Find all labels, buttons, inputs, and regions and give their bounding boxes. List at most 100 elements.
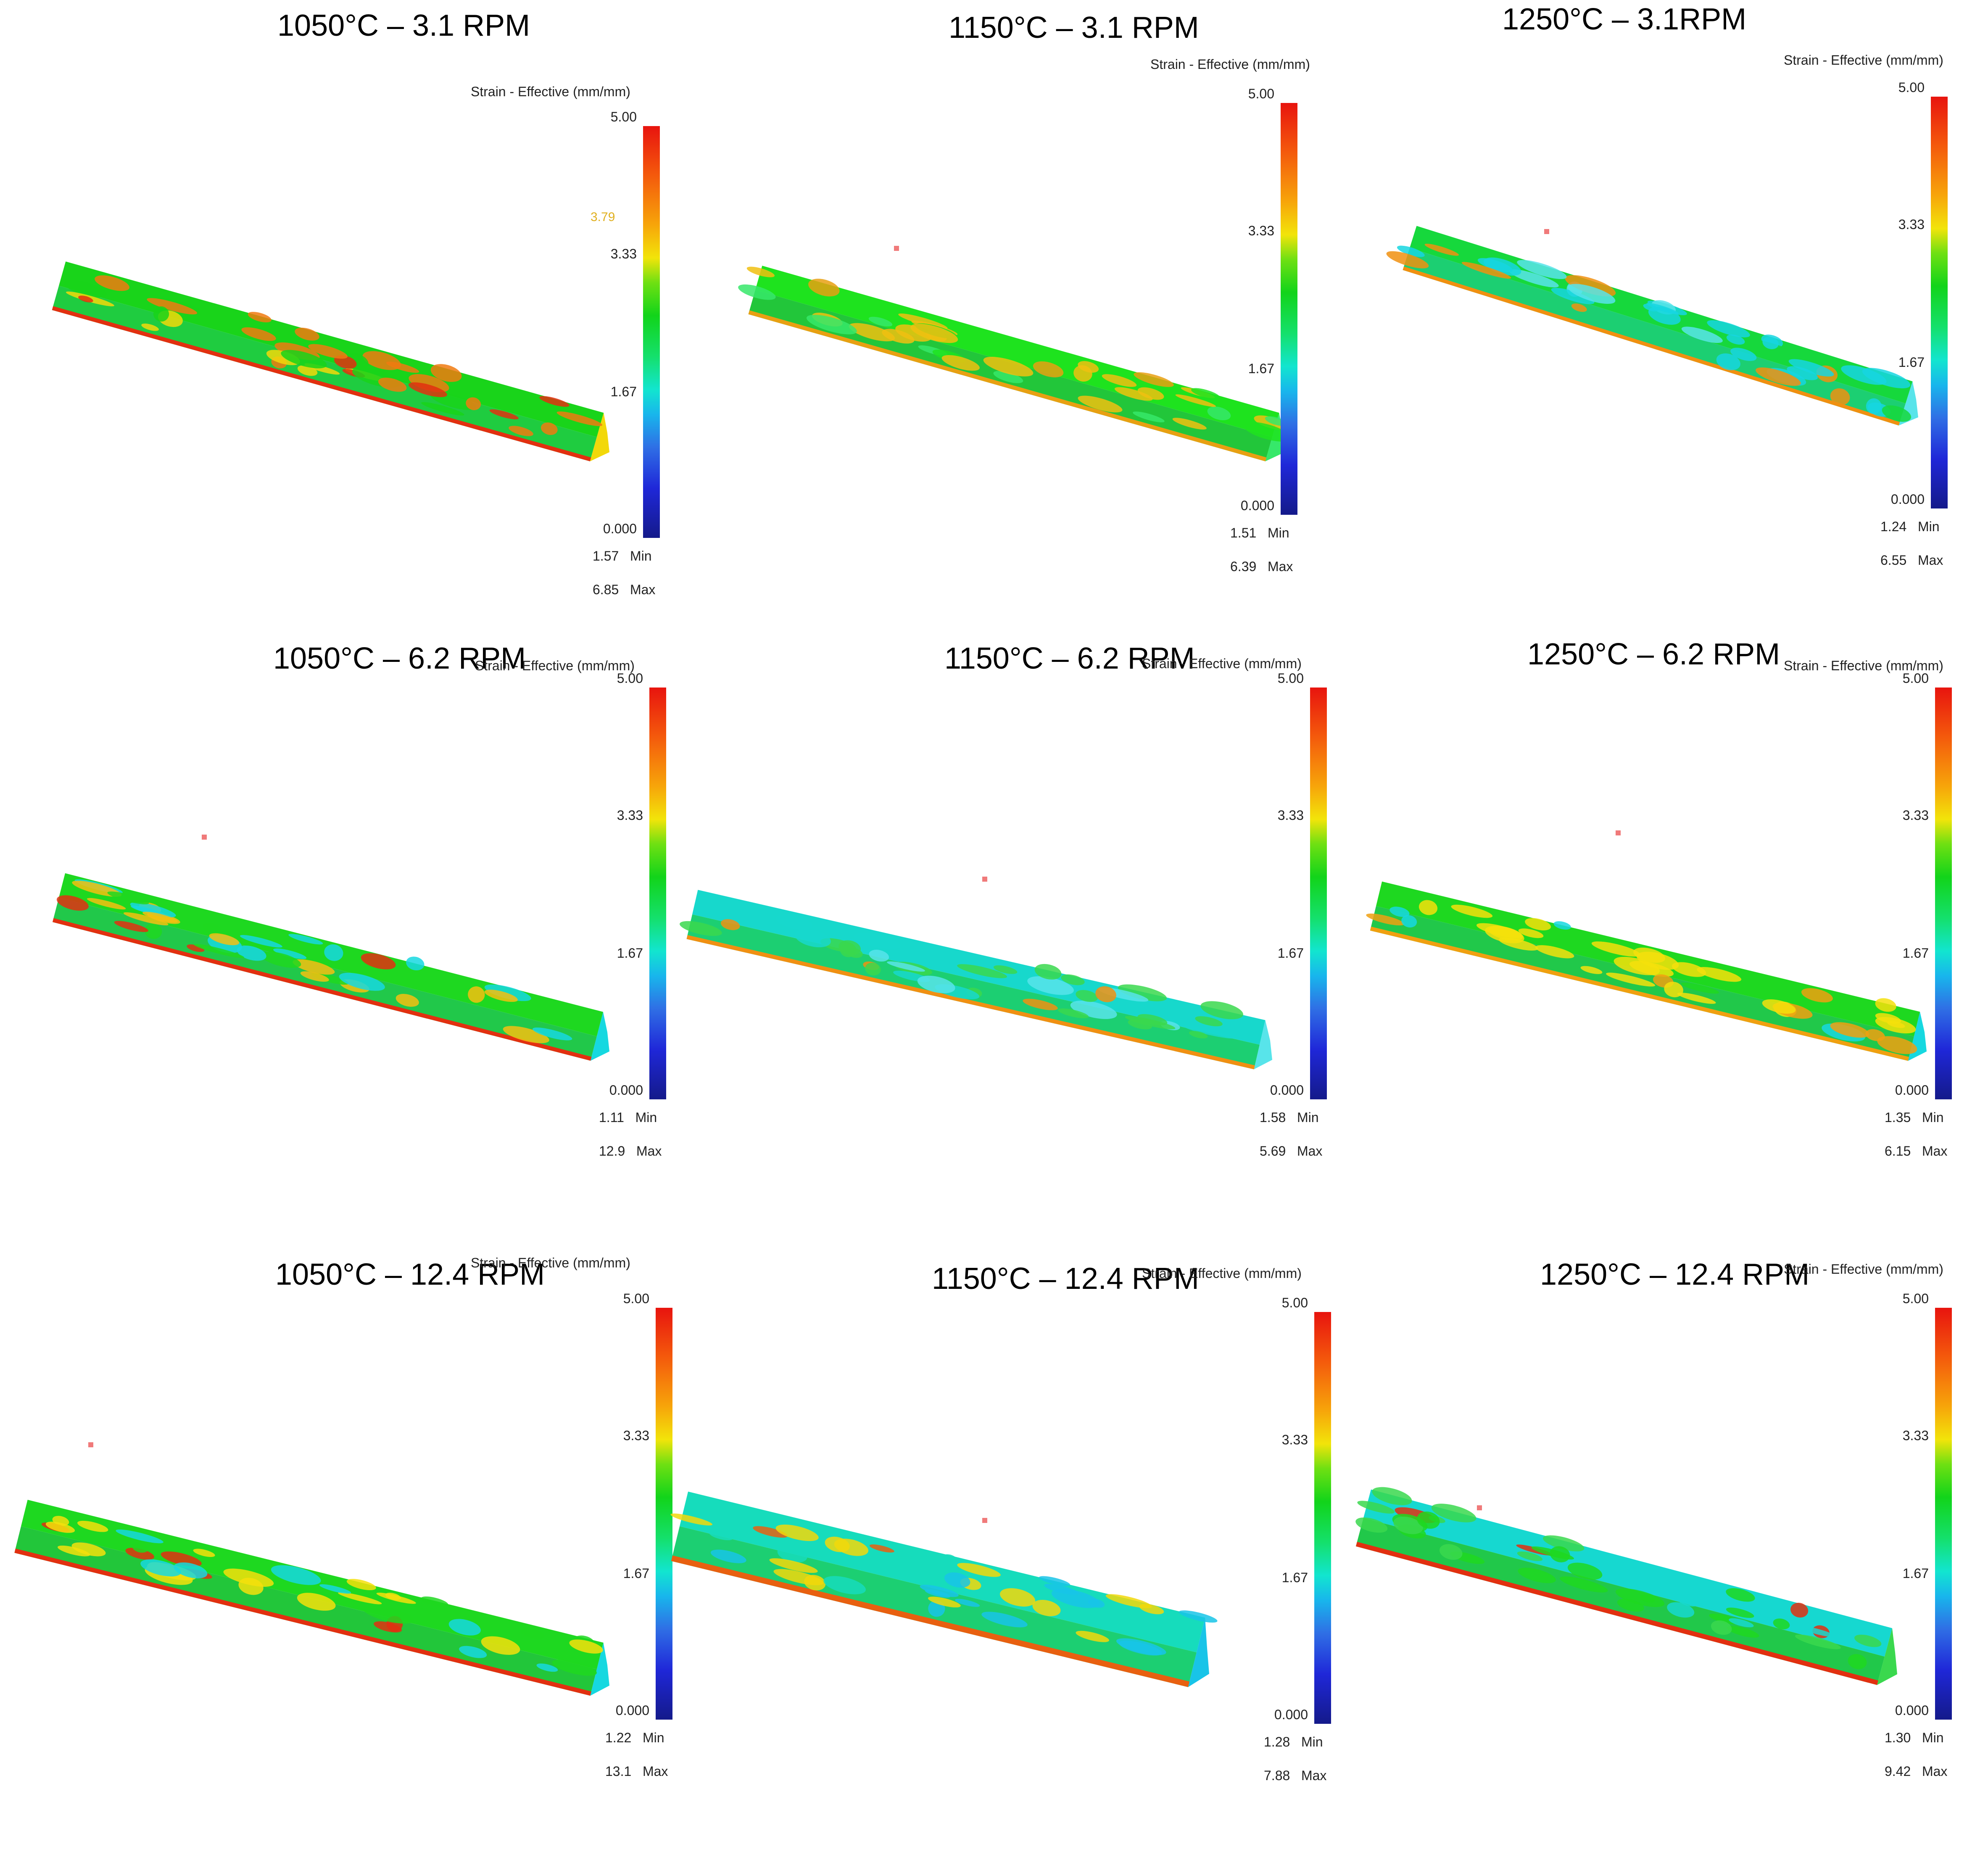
strain-patch: [1134, 372, 1174, 387]
strain-patch: [520, 1628, 545, 1639]
strain-patch: [1125, 1016, 1176, 1030]
min-number: 1.57: [593, 548, 619, 564]
strain-patch: [569, 1639, 603, 1654]
strain-patch: [1617, 1599, 1644, 1612]
strain-patch: [1243, 422, 1292, 442]
strain-patch: [1756, 367, 1801, 386]
strain-patch: [71, 1542, 106, 1557]
min-label: Min: [1301, 1734, 1323, 1749]
strain-patch: [123, 912, 169, 925]
strain-patch: [1366, 913, 1405, 926]
strain-patch: [1183, 1025, 1235, 1039]
strain-patch: [56, 895, 89, 911]
color-scale-bar: [1931, 97, 1948, 508]
strain-patch: [161, 1551, 202, 1567]
workpiece-end-cap: [590, 1642, 609, 1696]
strain-patch: [895, 324, 932, 342]
strain-patch: [64, 280, 107, 298]
scale-tick-label: 5.00: [1898, 80, 1925, 95]
strain-patch: [1795, 1634, 1841, 1649]
strain-patch: [1830, 388, 1850, 406]
strain-patch: [865, 962, 881, 976]
strain-patch: [804, 1575, 826, 1591]
scale-tick-label: 3.33: [1902, 808, 1929, 823]
strain-patch: [746, 266, 775, 277]
strain-patch: [293, 959, 335, 975]
strain-patch: [834, 1538, 869, 1556]
strain-patch: [78, 295, 93, 303]
scale-tick-label: 1.67: [1902, 945, 1929, 961]
max-label: Max: [1917, 553, 1943, 568]
min-number: 1.22: [605, 1730, 632, 1745]
strain-patch: [130, 902, 176, 917]
strain-patch: [1801, 988, 1833, 1003]
strain-patch: [1061, 974, 1085, 985]
strain-patch: [1727, 1626, 1759, 1638]
strain-panel: 1050°C – 6.2 RPM Strain - Effective (mm/m…: [0, 624, 666, 1249]
strain-patch: [1118, 984, 1167, 1001]
strain-patch: [806, 315, 857, 335]
scale-tick-label: 5.00: [1277, 671, 1304, 686]
strain-patch: [541, 422, 558, 435]
strain-patch: [1498, 938, 1538, 951]
strain-patch: [466, 397, 481, 410]
strain-patch: [1518, 928, 1544, 938]
max-value: 7.88 Max: [1264, 1768, 1326, 1783]
strain-patch: [459, 1646, 487, 1658]
scale-tick-label: 0.000: [1270, 1083, 1304, 1098]
workpiece-end-cap: [1188, 1617, 1209, 1687]
strain-patch: [869, 1544, 894, 1553]
point-marker: [1477, 1505, 1482, 1510]
max-number: 13.1: [605, 1764, 632, 1779]
strain-patch: [1677, 993, 1716, 1004]
strain-patch: [533, 1027, 572, 1041]
panel-title: 1150°C – 3.1 RPM: [949, 11, 1199, 45]
strain-patch: [552, 1660, 597, 1676]
strain-patch: [957, 1563, 1001, 1577]
max-label: Max: [1297, 1143, 1323, 1159]
min-number: 1.30: [1885, 1730, 1911, 1745]
strain-patch: [484, 984, 531, 1001]
strain-patch: [1078, 361, 1099, 373]
strain-patch: [281, 350, 327, 369]
strain-patch: [1681, 983, 1719, 994]
panel-title: 1050°C – 3.1 RPM: [277, 9, 530, 42]
min-label: Min: [1267, 525, 1289, 540]
strain-patch: [1606, 972, 1656, 987]
max-number: 12.9: [599, 1143, 625, 1159]
strain-patch: [1675, 1589, 1703, 1607]
color-scale-bar: [1281, 103, 1297, 515]
workpiece-bottom-edge: [1355, 1541, 1878, 1685]
strain-patch: [721, 919, 740, 930]
max-number: 6.85: [593, 582, 619, 597]
workpiece-bottom-edge: [1370, 926, 1909, 1061]
strain-patch: [386, 361, 419, 373]
strain-patch: [841, 294, 871, 306]
strain-patch: [1841, 365, 1887, 385]
strain-patch: [853, 933, 901, 949]
strain-patch: [209, 933, 240, 946]
workpiece-model: [1355, 1487, 1897, 1685]
strain-patch: [1137, 387, 1164, 400]
scale-tick-label: 1.67: [623, 1565, 649, 1581]
strain-patch: [1078, 395, 1123, 413]
min-value: 1.22 Min: [605, 1730, 664, 1746]
strain-patch: [795, 929, 831, 948]
strain-patch: [1798, 1625, 1836, 1637]
strain-patch: [1591, 941, 1641, 957]
strain-patch: [1610, 291, 1650, 305]
min-number: 1.28: [1264, 1734, 1290, 1749]
workpiece-end-cap: [591, 1012, 609, 1061]
strain-patch: [114, 921, 148, 932]
scale-tick-label: 0.000: [1240, 498, 1274, 513]
strain-patch: [1451, 904, 1493, 918]
min-number: 1.11: [599, 1110, 624, 1125]
strain-patch: [1095, 986, 1116, 1002]
strain-patch: [339, 972, 385, 991]
point-marker: [88, 1442, 93, 1447]
min-value: 1.35 Min: [1885, 1110, 1944, 1125]
panel-title: 1250°C – 12.4 RPM: [1540, 1258, 1810, 1291]
strain-patch: [1418, 900, 1438, 915]
strain-patch: [1667, 1602, 1695, 1618]
scale-tick-label: 5.00: [623, 1291, 649, 1306]
